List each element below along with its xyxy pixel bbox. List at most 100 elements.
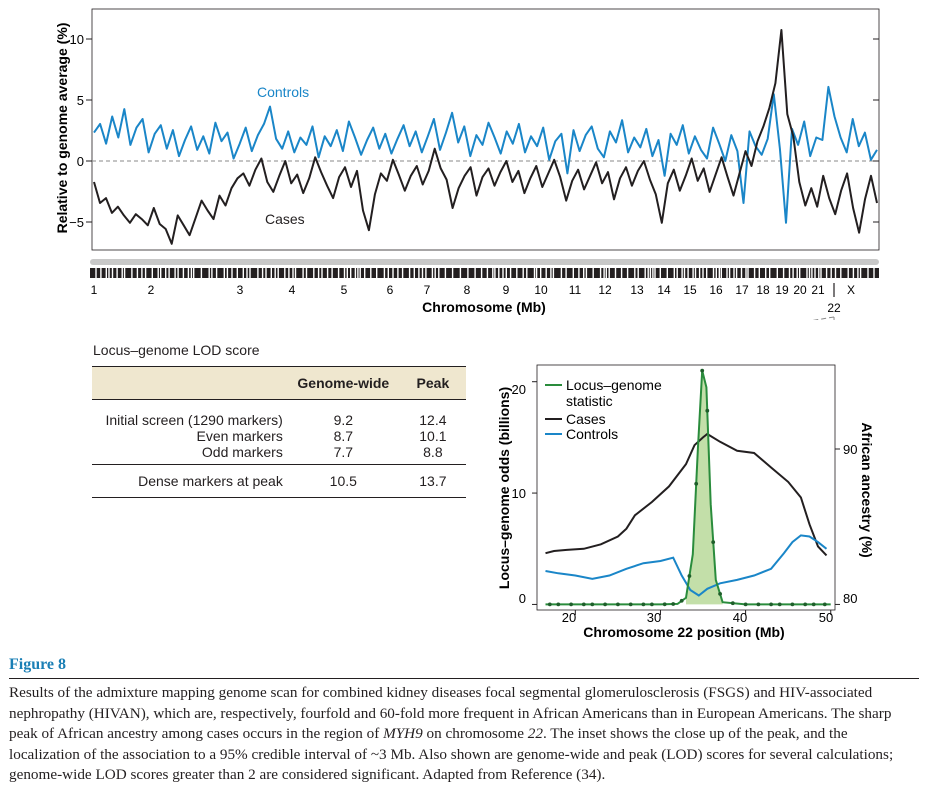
caption-chromosome: 22: [527, 725, 543, 742]
zoom-connector: [812, 316, 835, 320]
locus-marker-dot: [811, 602, 816, 607]
genome-scan-chart: 10 5 0 −5 Relative to genome average (%)…: [54, 8, 880, 320]
inset-y-right-label: African ancestry (%): [859, 422, 875, 557]
locus-marker-dot: [590, 602, 595, 607]
locus-marker-dot: [730, 601, 735, 606]
y-tick-label: 0: [77, 154, 84, 169]
locus-marker-dot: [556, 602, 561, 607]
chromosome-label: 19: [775, 283, 789, 297]
table-row: Even markers 8.7 10.1: [92, 428, 466, 444]
row-label: Even markers: [196, 428, 283, 444]
locus-marker-dot: [705, 408, 710, 413]
y-left-tick-label: 10: [512, 486, 526, 501]
chromosome-label: 10: [534, 283, 548, 297]
locus-marker-dot: [547, 602, 552, 607]
controls-series-line: [93, 85, 878, 224]
caption-text: . The inset shows the close up of the pe…: [9, 725, 894, 783]
x-axis-label: Chromosome (Mb): [422, 299, 546, 315]
chromosome-label: 18: [756, 283, 770, 297]
chromosome-label: 6: [387, 283, 394, 297]
caption-text: Results of the admixture mapping genome …: [9, 684, 892, 742]
cases-series-label: Cases: [265, 211, 305, 227]
figure-label: Figure 8: [9, 656, 67, 673]
chromosome-label: 4: [289, 283, 296, 297]
genome-wide-value: 9.2: [333, 412, 354, 428]
chromosome-label: 8: [464, 283, 471, 297]
chr22-label: 22: [827, 301, 841, 315]
caption-text: on chromosome: [422, 725, 528, 742]
y-tick-label: −5: [69, 215, 84, 230]
locus-marker-dot: [679, 598, 684, 603]
peak-value: 12.4: [419, 412, 447, 428]
locus-marker-dot: [641, 602, 646, 607]
chromosome-bar: [90, 259, 879, 278]
locus-marker-dot: [603, 602, 607, 607]
plot-frame: [91, 8, 880, 251]
genome-wide-value: 10.5: [286, 464, 400, 498]
locus-marker-dot: [671, 602, 676, 606]
chromosome-label: 5: [341, 283, 348, 297]
controls-series-label: Controls: [257, 84, 309, 100]
inset-legend: Locus–genome statistic Cases Controls: [545, 377, 662, 442]
genome-wide-value: 7.7: [333, 444, 354, 460]
x-tick-label: 40: [733, 610, 747, 625]
chromosome-label: X: [847, 283, 855, 297]
table-header: Genome-wide: [286, 366, 400, 400]
row-label: Dense markers at peak: [92, 464, 287, 498]
chromosome-label: 15: [683, 283, 697, 297]
y-tick-label: 5: [77, 93, 84, 108]
chromosome-label: 16: [709, 283, 723, 297]
table-row: Odd markers 7.7 8.8: [92, 444, 466, 465]
table-header: [92, 366, 287, 400]
locus-statistic-line: [545, 370, 831, 606]
locus-marker-dot: [581, 602, 586, 607]
x-tick-label: 30: [647, 610, 661, 625]
y-tick-label: 10: [70, 32, 84, 47]
lod-score-table: Genome-wide Peak Initial screen (1290 ma…: [92, 366, 466, 498]
locus-marker-dot: [822, 602, 827, 607]
locus-marker-dot: [711, 540, 716, 544]
locus-statistic-fill: [686, 370, 723, 605]
y-right-tick-label: 80: [843, 591, 857, 606]
row-label: Initial screen (1290 markers): [105, 412, 283, 428]
chromosome-label: 17: [735, 283, 749, 297]
peak-value: 10.1: [419, 428, 447, 444]
locus-marker-dot: [569, 602, 573, 607]
locus-marker-dot: [662, 602, 667, 607]
y-axis-ticks: [86, 38, 879, 223]
locus-marker-dot: [694, 481, 699, 486]
chromosome-label: 11: [569, 283, 582, 297]
legend-locus-label-2: statistic: [566, 393, 613, 409]
chromosome-label: 12: [598, 283, 612, 297]
locus-marker-dot: [700, 368, 705, 373]
y-axis-label: Relative to genome average (%): [54, 23, 70, 234]
inset-y-left-label: Locus–genome odds (billions): [496, 387, 512, 589]
locus-marker-dot: [628, 602, 633, 607]
x-tick-label: 20: [562, 610, 576, 625]
y-right-tick-label: 90: [843, 442, 857, 457]
chromosome-label: 7: [424, 283, 431, 297]
chromosome-label: 2: [148, 283, 155, 297]
locus-marker-dot: [769, 602, 773, 607]
peak-value: 13.7: [399, 464, 466, 498]
table-row: Dense markers at peak 10.5 13.7: [92, 464, 466, 498]
table-header: Peak: [399, 366, 466, 400]
table-row: Initial screen (1290 markers) 9.2 12.4: [92, 400, 466, 429]
chromosome-label: 21: [811, 283, 825, 297]
cases-series-line: [93, 29, 878, 245]
chromosome-label: 1: [91, 283, 98, 297]
figure-rule: [9, 678, 919, 679]
chromosome-label: 9: [503, 283, 510, 297]
locus-marker-dot: [718, 592, 722, 596]
x-tick-label: 50: [819, 610, 833, 625]
locus-marker-dot: [756, 602, 761, 607]
genome-wide-value: 8.7: [333, 428, 354, 444]
legend-controls-label: Controls: [566, 426, 618, 442]
chromosome-label: 14: [657, 283, 671, 297]
chromosome-label: 3: [237, 283, 244, 297]
chromosome-label: 20: [793, 283, 807, 297]
locus-marker-dot: [650, 602, 654, 607]
figure-caption: Results of the admixture mapping genome …: [9, 683, 921, 786]
locus-marker-dot: [743, 602, 748, 607]
legend-cases-label: Cases: [566, 411, 606, 427]
